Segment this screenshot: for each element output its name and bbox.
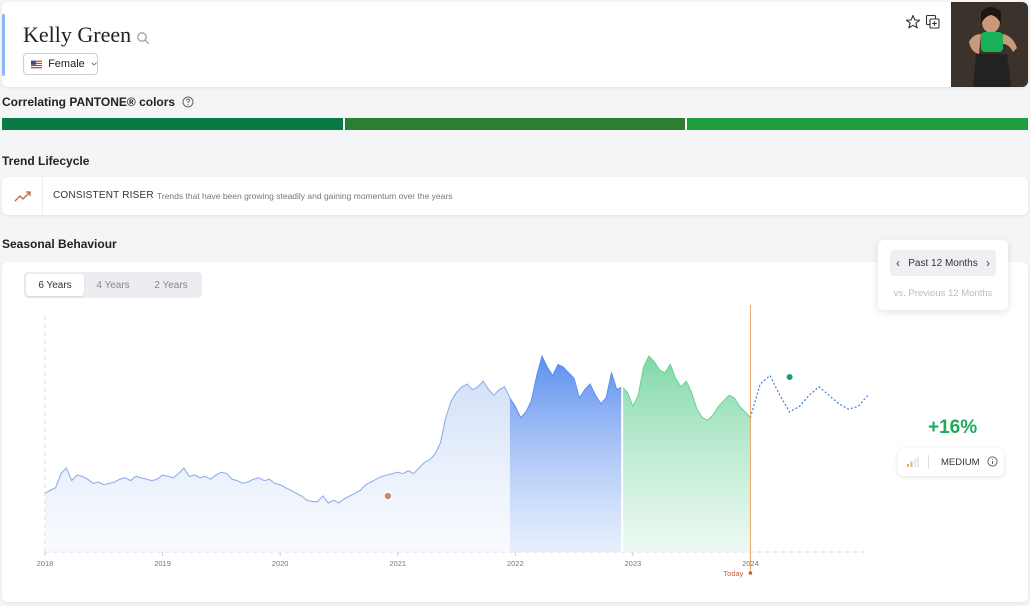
divider bbox=[928, 455, 929, 469]
period-selector-card: ‹ Past 12 Months › vs. Previous 12 Month… bbox=[878, 240, 1008, 310]
change-percentage: +16% bbox=[928, 417, 978, 438]
period-selector[interactable]: ‹ Past 12 Months › bbox=[890, 250, 996, 276]
signal-bars-icon bbox=[907, 457, 919, 467]
level-label: MEDIUM bbox=[941, 457, 980, 468]
tab-6-years[interactable]: 6 Years bbox=[26, 274, 84, 296]
period-label: Past 12 Months bbox=[908, 257, 978, 269]
comparison-label: vs. Previous 12 Months bbox=[893, 288, 993, 299]
gender-label: Female bbox=[48, 58, 85, 70]
info-icon[interactable] bbox=[987, 456, 998, 467]
previous-period-icon[interactable]: ‹ bbox=[896, 256, 900, 270]
seasonal-chart-card: 6 Years 4 Years 2 Years bbox=[2, 262, 1028, 602]
lifecycle-description: Trends that have been growing steadily a… bbox=[157, 191, 453, 201]
range-tabs: 6 Years 4 Years 2 Years bbox=[24, 272, 202, 298]
divider bbox=[42, 177, 43, 215]
trend-title: Kelly Green bbox=[23, 22, 132, 47]
pantone-swatch[interactable] bbox=[687, 118, 1028, 130]
lifecycle-section-title: Trend Lifecycle bbox=[2, 154, 90, 168]
add-to-collection-icon[interactable] bbox=[925, 14, 941, 30]
lifecycle-card: CONSISTENT RISER Trends that have been g… bbox=[2, 177, 1028, 215]
tab-4-years[interactable]: 4 Years bbox=[96, 279, 130, 291]
trend-header: Kelly Green Female bbox=[2, 2, 1028, 87]
help-icon[interactable] bbox=[182, 96, 194, 108]
trend-photo bbox=[951, 2, 1028, 87]
lifecycle-name: CONSISTENT RISER bbox=[53, 190, 154, 201]
star-icon[interactable] bbox=[905, 14, 921, 30]
gender-filter-dropdown[interactable]: Female bbox=[23, 53, 98, 75]
trending-up-icon bbox=[14, 191, 31, 202]
tab-2-years[interactable]: 2 Years bbox=[154, 279, 188, 291]
pantone-section-title: Correlating PANTONE® colors bbox=[2, 95, 194, 109]
header-accent-bar bbox=[2, 14, 5, 76]
pantone-swatch[interactable] bbox=[2, 118, 343, 130]
search-icon[interactable] bbox=[136, 31, 150, 45]
level-badge: MEDIUM bbox=[898, 448, 1004, 476]
seasonal-section-title: Seasonal Behaviour bbox=[2, 237, 117, 251]
pantone-swatch[interactable] bbox=[345, 118, 685, 130]
next-period-icon[interactable]: › bbox=[985, 256, 990, 270]
us-flag-icon bbox=[31, 60, 43, 68]
chevron-down-icon bbox=[91, 62, 97, 66]
